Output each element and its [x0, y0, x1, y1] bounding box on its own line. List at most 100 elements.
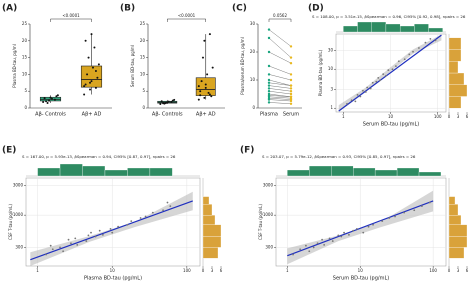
right-hist-bar — [448, 96, 462, 109]
y-tick-label: 10 — [22, 71, 28, 76]
hist-tick-label: 0 — [448, 114, 451, 119]
data-point — [289, 56, 293, 59]
y-axis-title: Plasma BD-tau (pg/mL) — [318, 49, 323, 96]
data-point — [43, 97, 46, 100]
data-point — [201, 56, 204, 59]
data-point — [51, 248, 54, 251]
data-point — [101, 233, 104, 236]
data-point — [289, 73, 293, 76]
stats-annotation: S = 203.07, p = 5.79e-12, ρ̂Spearman = 0… — [262, 154, 416, 159]
data-point — [90, 231, 92, 234]
pair-line — [268, 93, 292, 97]
data-point — [85, 240, 88, 242]
pair-line — [268, 96, 292, 99]
data-point — [46, 101, 49, 104]
data-point — [207, 91, 210, 94]
data-point — [367, 225, 370, 228]
data-point — [391, 68, 394, 71]
data-point — [49, 96, 52, 99]
pair-line — [268, 79, 292, 86]
data-point — [151, 211, 154, 214]
data-point — [267, 78, 271, 82]
data-point — [203, 39, 206, 42]
right-hist-bar — [448, 236, 468, 248]
data-point — [45, 100, 48, 103]
data-point — [167, 100, 170, 103]
pair-line — [268, 51, 292, 64]
top-hist-bar — [418, 171, 442, 177]
data-point — [204, 86, 207, 89]
top-hist-bar — [37, 167, 61, 177]
y-tick-label: 3 — [330, 87, 333, 92]
data-point — [96, 76, 99, 79]
data-point — [408, 53, 411, 56]
data-point — [267, 28, 271, 31]
hist-tick-label: 6 — [220, 268, 223, 273]
p-value-label: <0.0001 — [178, 13, 196, 18]
top-hist-bar — [428, 27, 443, 33]
stats-annotation: S = 167.00, p = 5.93e-13, ρ̂Spearman = 0… — [22, 154, 176, 159]
data-point — [97, 63, 100, 66]
pair-line — [268, 98, 292, 100]
data-point — [94, 86, 97, 89]
data-point — [289, 90, 293, 93]
data-point — [56, 94, 59, 97]
pair-line — [268, 85, 292, 89]
data-point — [424, 41, 427, 44]
data-point — [385, 74, 387, 77]
data-point — [394, 65, 397, 68]
x-tick-label: Serum — [283, 112, 299, 118]
x-tick-label: Plasma — [260, 112, 278, 118]
data-point — [397, 60, 400, 63]
y-tick-label: 3000 — [263, 183, 274, 188]
data-point — [366, 86, 369, 89]
right-hist-bar — [448, 84, 468, 97]
data-point — [203, 96, 206, 99]
top-hist-bar — [309, 165, 332, 177]
data-point — [331, 240, 334, 242]
data-point — [312, 246, 315, 249]
panel-label: (E) — [2, 146, 16, 156]
top-hist-bar — [343, 25, 358, 33]
hist-tick-label: 6 — [466, 114, 469, 119]
data-point — [418, 47, 420, 49]
data-point — [356, 93, 359, 96]
data-point — [267, 81, 271, 85]
data-point — [350, 99, 353, 102]
data-point — [267, 94, 271, 97]
data-point — [170, 100, 173, 103]
data-point — [166, 201, 169, 204]
data-point — [323, 243, 326, 246]
top-hist-bar — [399, 25, 415, 33]
x-axis-title: Serum BD-tau (pg/mL) — [333, 276, 389, 282]
panel-label: (F) — [240, 146, 254, 156]
data-point — [199, 94, 202, 97]
data-point — [90, 33, 93, 36]
x-tick-label: 1 — [286, 268, 289, 273]
data-point — [382, 73, 385, 75]
data-point — [289, 62, 293, 65]
data-point — [70, 242, 72, 245]
pair-line — [268, 74, 292, 81]
y-tick-label: 10 — [250, 77, 256, 82]
data-point — [126, 223, 129, 226]
data-point — [208, 93, 211, 96]
data-point — [67, 238, 70, 241]
data-point — [53, 98, 56, 101]
data-point — [354, 100, 357, 103]
fit-line — [287, 200, 434, 257]
right-hist-bar — [448, 61, 459, 74]
top-hist-bar — [374, 169, 398, 177]
confidence-band — [30, 191, 193, 266]
data-point — [372, 223, 374, 226]
data-point — [428, 201, 431, 204]
right-hist-bar — [448, 49, 462, 62]
fit-line — [30, 200, 193, 261]
data-point — [403, 58, 406, 61]
data-point — [210, 95, 213, 98]
data-point — [328, 237, 331, 240]
data-point — [316, 242, 319, 245]
right-hist-bar — [448, 224, 468, 237]
panel-label: (C) — [232, 4, 247, 14]
y-tick-label: 10 — [328, 66, 334, 71]
